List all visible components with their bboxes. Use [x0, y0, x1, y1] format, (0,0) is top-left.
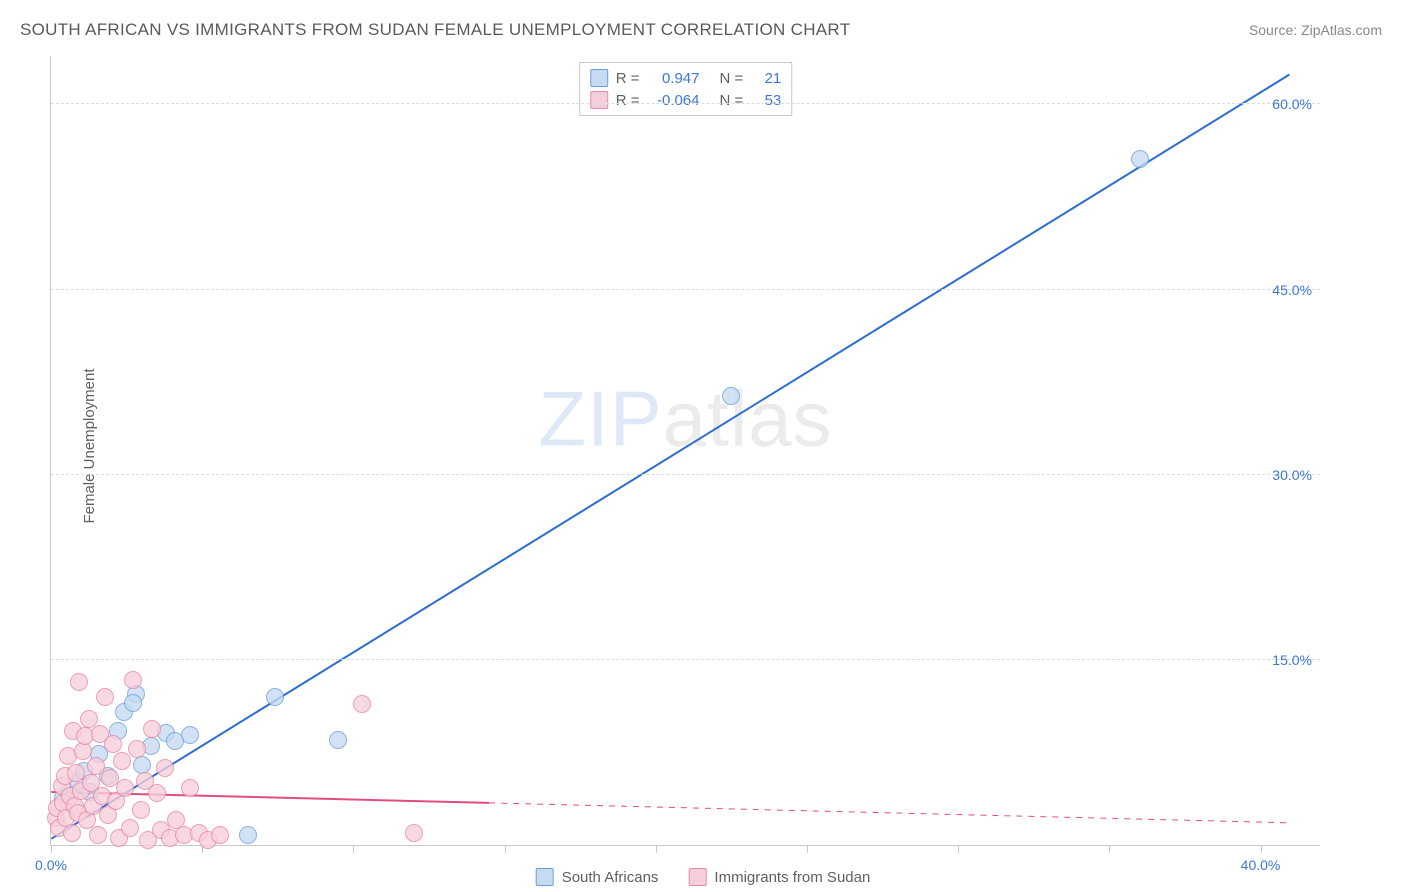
data-point	[181, 779, 199, 797]
legend-swatch	[536, 868, 554, 886]
gridline	[51, 474, 1320, 475]
n-value: 21	[751, 70, 781, 87]
data-point	[329, 731, 347, 749]
data-point	[353, 695, 371, 713]
data-point	[89, 826, 107, 844]
legend-label: South Africans	[562, 869, 659, 886]
r-label: R =	[616, 92, 640, 109]
correlation-legend: R = 0.947 N = 21 R = -0.064 N = 53	[579, 62, 793, 116]
data-point	[211, 826, 229, 844]
data-point	[266, 688, 284, 706]
data-point	[156, 759, 174, 777]
n-value: 53	[751, 92, 781, 109]
x-tick	[807, 845, 808, 853]
x-tick	[1261, 845, 1262, 853]
legend-swatch	[688, 868, 706, 886]
n-label: N =	[720, 92, 744, 109]
legend-swatch	[590, 69, 608, 87]
data-point	[181, 726, 199, 744]
data-point	[128, 740, 146, 758]
data-point	[63, 824, 81, 842]
data-point	[405, 824, 423, 842]
x-tick	[656, 845, 657, 853]
x-tick-label: 0.0%	[35, 857, 67, 873]
data-point	[70, 673, 88, 691]
watermark-light: atlas	[663, 374, 833, 462]
chart-source: Source: ZipAtlas.com	[1249, 22, 1382, 38]
r-value: -0.064	[648, 92, 700, 109]
data-point	[722, 387, 740, 405]
series-legend: South Africans Immigrants from Sudan	[536, 868, 871, 886]
n-label: N =	[720, 70, 744, 87]
y-tick-label: 45.0%	[1272, 282, 1312, 298]
data-point	[116, 779, 134, 797]
gridline	[51, 289, 1320, 290]
legend-label: Immigrants from Sudan	[714, 869, 870, 886]
data-point	[132, 801, 150, 819]
data-point	[148, 784, 166, 802]
legend-row: R = -0.064 N = 53	[590, 89, 782, 111]
y-tick-label: 15.0%	[1272, 652, 1312, 668]
data-point	[1131, 150, 1149, 168]
x-tick	[958, 845, 959, 853]
data-point	[104, 735, 122, 753]
chart-container: SOUTH AFRICAN VS IMMIGRANTS FROM SUDAN F…	[0, 0, 1406, 892]
r-label: R =	[616, 70, 640, 87]
legend-item: South Africans	[536, 868, 659, 886]
x-tick	[505, 845, 506, 853]
data-point	[96, 688, 114, 706]
x-tick	[353, 845, 354, 853]
y-tick-label: 60.0%	[1272, 96, 1312, 112]
watermark-bold: ZIP	[538, 374, 662, 462]
data-point	[239, 826, 257, 844]
x-tick	[51, 845, 52, 853]
legend-item: Immigrants from Sudan	[688, 868, 870, 886]
data-point	[143, 720, 161, 738]
data-point	[124, 694, 142, 712]
watermark: ZIPatlas	[538, 373, 832, 464]
data-point	[113, 752, 131, 770]
chart-title: SOUTH AFRICAN VS IMMIGRANTS FROM SUDAN F…	[20, 20, 850, 40]
x-tick-label: 40.0%	[1241, 857, 1281, 873]
x-tick	[1109, 845, 1110, 853]
plot-area: ZIPatlas R = 0.947 N = 21 R = -0.064 N = 53 15.…	[50, 56, 1320, 846]
y-tick-label: 30.0%	[1272, 467, 1312, 483]
data-point	[121, 819, 139, 837]
r-value: 0.947	[648, 70, 700, 87]
data-point	[124, 671, 142, 689]
gridline	[51, 103, 1320, 104]
legend-row: R = 0.947 N = 21	[590, 67, 782, 89]
gridline	[51, 659, 1320, 660]
legend-swatch	[590, 91, 608, 109]
trend-lines	[51, 56, 1320, 845]
